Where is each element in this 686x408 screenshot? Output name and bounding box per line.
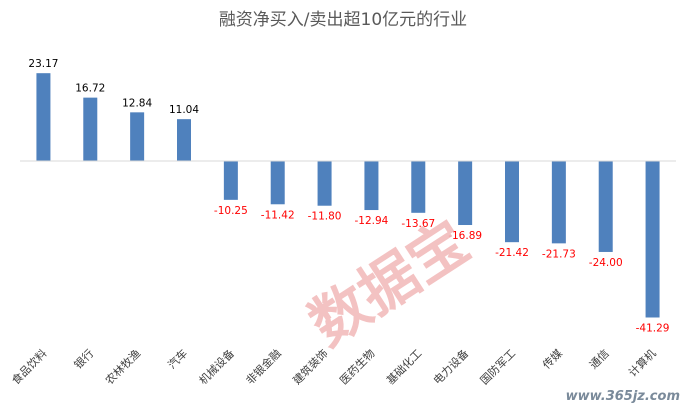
value-label-6: -11.80 bbox=[308, 211, 342, 223]
value-label-8: -13.67 bbox=[401, 218, 435, 230]
value-label-2: 12.84 bbox=[122, 97, 152, 109]
value-label-9: -16.89 bbox=[448, 230, 482, 242]
bar-0 bbox=[36, 73, 51, 161]
category-label-1: 银行 bbox=[71, 346, 96, 371]
bar-10 bbox=[505, 161, 519, 243]
site-badge: www.365jz.com bbox=[566, 389, 680, 404]
value-label-11: -21.73 bbox=[542, 248, 576, 260]
category-label-5: 非银金融 bbox=[243, 346, 284, 387]
bar-1 bbox=[83, 97, 98, 161]
bar-8 bbox=[411, 161, 426, 213]
category-label-13: 计算机 bbox=[625, 346, 658, 379]
category-label-10: 国防军工 bbox=[477, 346, 518, 387]
value-label-7: -12.94 bbox=[354, 215, 388, 227]
category-label-8: 基础化工 bbox=[383, 346, 424, 387]
value-label-13: -41.29 bbox=[636, 322, 670, 334]
value-label-1: 16.72 bbox=[75, 83, 105, 95]
category-label-11: 传媒 bbox=[540, 347, 565, 372]
bar-12 bbox=[598, 161, 613, 252]
watermark: 数据宝 bbox=[298, 207, 481, 359]
category-label-2: 农林牧渔 bbox=[102, 346, 143, 387]
bar-11 bbox=[551, 161, 566, 244]
value-label-3: 11.04 bbox=[169, 104, 199, 116]
chart-title: 融资净买入/卖出超10亿元的行业 bbox=[219, 10, 467, 30]
value-label-5: -11.42 bbox=[261, 209, 295, 221]
bar-4 bbox=[223, 161, 238, 200]
bar-5 bbox=[270, 161, 285, 205]
category-label-4: 机械设备 bbox=[196, 346, 237, 387]
value-label-4: -10.25 bbox=[214, 205, 248, 217]
category-label-12: 通信 bbox=[587, 347, 612, 372]
category-label-9: 电力设备 bbox=[430, 346, 471, 387]
value-label-0: 23.17 bbox=[28, 58, 58, 70]
value-label-10: -21.42 bbox=[495, 247, 529, 259]
category-label-0: 食品饮料 bbox=[9, 346, 50, 387]
category-label-3: 汽车 bbox=[165, 346, 190, 371]
bar-13 bbox=[645, 161, 660, 318]
value-label-12: -24.00 bbox=[589, 257, 623, 269]
category-label-6: 建筑装饰 bbox=[290, 346, 331, 387]
bar-6 bbox=[317, 161, 332, 206]
bar-7 bbox=[364, 161, 379, 211]
bar-2 bbox=[130, 112, 145, 161]
bars-group bbox=[36, 73, 660, 318]
bar-3 bbox=[177, 119, 191, 161]
bar-9 bbox=[458, 161, 473, 226]
value-labels-group: 23.17 16.72 12.84 11.04 -10.25 -11.42 -11.80 -1… bbox=[28, 58, 669, 334]
